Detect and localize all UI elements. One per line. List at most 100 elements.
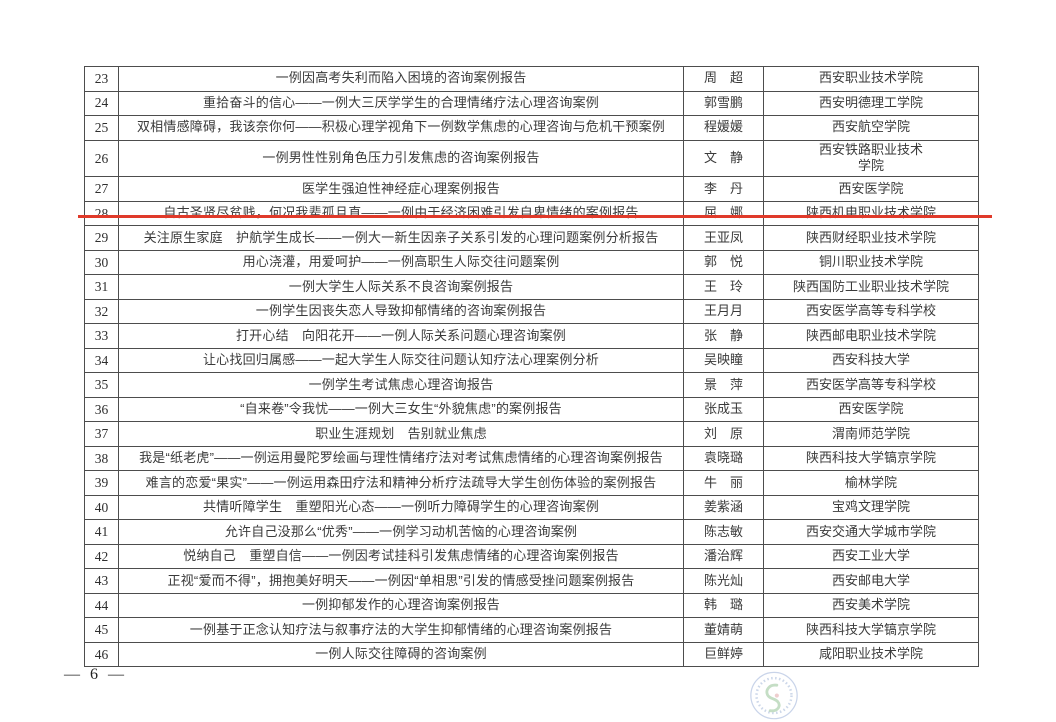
case-title: 一例抑郁发作的心理咨询案例报告 xyxy=(118,592,684,619)
case-title: 正视“爱而不得”，拥抱美好明天——一例因“单相思”引发的情感受挫问题案例报告 xyxy=(118,568,684,594)
author-name: 吴映瞳 xyxy=(683,347,764,374)
institution-name: 陕西财经职业技术学院 xyxy=(763,225,979,251)
author-name: 王 玲 xyxy=(683,274,764,300)
seal-text-ring xyxy=(755,676,793,715)
row-number: 32 xyxy=(84,298,119,325)
table-row: 35 一例学生考试焦虑心理咨询报告景 萍西安医学高等专科学校 xyxy=(84,372,979,398)
institution-name: 陕西国防工业职业技术学院 xyxy=(763,274,979,300)
page-number: — 6 — xyxy=(64,666,127,683)
institution-name: 西安医学院 xyxy=(763,176,979,202)
case-title: 关注原生家庭 护航学生成长——一例大一新生因亲子关系引发的心理问题案例分析报告 xyxy=(118,225,684,251)
table-row: 38 我是“纸老虎”——一例运用曼陀罗绘画与理性情绪疗法对考试焦虑情绪的心理咨询案… xyxy=(84,445,979,472)
case-title: 一例学生考试焦虑心理咨询报告 xyxy=(118,372,684,398)
table-row: 24 重拾奋斗的信心——一例大三厌学学生的合理情绪疗法心理咨询案例 郭雪鹏 西安明德理… xyxy=(84,90,979,116)
case-title: 用心浇灌，用爱呵护——一例高职生人际交往问题案例 xyxy=(118,249,684,276)
table-row: 28 自古圣贤尽贫贱，何况我辈孤且直——一例由于经济困难引发自卑情绪的案例报告屈 … xyxy=(84,200,979,227)
case-title: 一例大学生人际关系不良咨询案例报告 xyxy=(118,274,684,300)
institution-name: 西安明德理工学院 xyxy=(763,90,979,116)
case-title: 双相情感障碍，我该奈你何——积极心理学视角下一例数学焦虑的心理咨询与危机干预案例 xyxy=(118,115,684,141)
case-title: 职业生涯规划 告别就业焦虑 xyxy=(118,421,684,447)
institution-name: 西安邮电大学 xyxy=(763,568,979,594)
institution-name: 宝鸡文理学院 xyxy=(763,494,979,521)
institution-name: 榆林学院 xyxy=(763,470,979,496)
table-row: 44 一例抑郁发作的心理咨询案例报告韩 璐西安美术学院 xyxy=(84,592,979,619)
row-number: 39 xyxy=(84,470,119,496)
row-number: 35 xyxy=(84,372,119,398)
table-row: 46 一例人际交往障碍的咨询案例 巨鲜婷 咸阳职业技术学院 xyxy=(84,641,979,668)
row-number: 44 xyxy=(84,592,119,619)
institution-name: 西安铁路职业技术 学院 xyxy=(763,139,979,178)
row-number: 38 xyxy=(84,445,119,472)
case-title: 重拾奋斗的信心——一例大三厌学学生的合理情绪疗法心理咨询案例 xyxy=(118,90,684,116)
highlight-underline xyxy=(78,215,992,218)
table-row: 23 一例因高考失利而陷入困境的咨询案例报告周 超西安职业技术学院 xyxy=(84,66,979,92)
table-row: 32 一例学生因丧失恋人导致抑郁情绪的咨询案例报告 王月月 西安医学高等专科学校 xyxy=(84,298,979,325)
row-number: 42 xyxy=(84,543,119,570)
table-row: 31 一例大学生人际关系不良咨询案例报告王 玲陕西国防工业职业技术学院 xyxy=(84,274,979,300)
row-number: 40 xyxy=(84,494,119,521)
table-row: 39 难言的恋爱“果实”——一例运用森田疗法和精神分析疗法疏导大学生创伤体验的案例… xyxy=(84,470,979,496)
institution-name: 西安医学院 xyxy=(763,396,979,423)
author-name: 王月月 xyxy=(683,298,764,325)
table-row: 29 关注原生家庭 护航学生成长——一例大一新生因亲子关系引发的心理问题案例分析报… xyxy=(84,225,979,251)
author-name: 程媛媛 xyxy=(683,115,764,141)
institution-name: 西安医学高等专科学校 xyxy=(763,372,979,398)
institution-name: 西安航空学院 xyxy=(763,115,979,141)
institution-name: 陕西机电职业技术学院 xyxy=(763,200,979,227)
case-title: 自古圣贤尽贫贱，何况我辈孤且直——一例由于经济困难引发自卑情绪的案例报告 xyxy=(118,200,684,227)
row-number: 24 xyxy=(84,90,119,116)
table-row: 36 “自来卷”令我忧——一例大三女生“外貌焦虑”的案例报告 张成玉 西安医学院 xyxy=(84,396,979,423)
table-row: 25 双相情感障碍，我该奈你何——积极心理学视角下一例数学焦虑的心理咨询与危机干预… xyxy=(84,115,979,141)
author-name: 陈志敏 xyxy=(683,519,764,545)
author-name: 张成玉 xyxy=(683,396,764,423)
table-row: 41 允许自己没那么“优秀”——一例学习动机苦恼的心理咨询案例 陈志敏 西安交通大学城… xyxy=(84,519,979,545)
table-row: 40 共情听障学生 重塑阳光心态——一例听力障碍学生的心理咨询案例 姜紫涵 宝鸡文理学… xyxy=(84,494,979,521)
row-number: 43 xyxy=(84,568,119,594)
institution-name: 陕西邮电职业技术学院 xyxy=(763,323,979,349)
case-title: 打开心结 向阳花开——一例人际关系问题心理咨询案例 xyxy=(118,323,684,349)
case-title: 让心找回归属感——一起大学生人际交往问题认知疗法心理案例分析 xyxy=(118,347,684,374)
case-title: 一例基于正念认知疗法与叙事疗法的大学生抑郁情绪的心理咨询案例报告 xyxy=(118,617,684,643)
case-title: 共情听障学生 重塑阳光心态——一例听力障碍学生的心理咨询案例 xyxy=(118,494,684,521)
table-row: 27 医学生强迫性神经症心理案例报告李 丹西安医学院 xyxy=(84,176,979,202)
institution-name: 西安美术学院 xyxy=(763,592,979,619)
school-seal-watermark xyxy=(750,671,798,720)
case-title: “自来卷”令我忧——一例大三女生“外貌焦虑”的案例报告 xyxy=(118,396,684,423)
row-number: 41 xyxy=(84,519,119,545)
row-number: 34 xyxy=(84,347,119,374)
institution-name: 西安职业技术学院 xyxy=(763,66,979,92)
row-number: 33 xyxy=(84,323,119,349)
table-row: 43 正视“爱而不得”，拥抱美好明天——一例因“单相思”引发的情感受挫问题案例报告… xyxy=(84,568,979,594)
author-name: 韩 璐 xyxy=(683,592,764,619)
row-number: 28 xyxy=(84,200,119,227)
seal-emblem-dot xyxy=(774,693,779,698)
author-name: 袁晓璐 xyxy=(683,445,764,472)
row-number: 26 xyxy=(84,139,119,178)
institution-name: 铜川职业技术学院 xyxy=(763,249,979,276)
institution-name: 西安工业大学 xyxy=(763,543,979,570)
row-number: 23 xyxy=(84,66,119,92)
author-name: 姜紫涵 xyxy=(683,494,764,521)
institution-name: 陕西科技大学镐京学院 xyxy=(763,617,979,643)
author-name: 周 超 xyxy=(683,66,764,92)
case-title: 难言的恋爱“果实”——一例运用森田疗法和精神分析疗法疏导大学生创伤体验的案例报告 xyxy=(118,470,684,496)
author-name: 陈光灿 xyxy=(683,568,764,594)
institution-name: 西安交通大学城市学院 xyxy=(763,519,979,545)
author-name: 景 萍 xyxy=(683,372,764,398)
row-number: 36 xyxy=(84,396,119,423)
case-title: 一例学生因丧失恋人导致抑郁情绪的咨询案例报告 xyxy=(118,298,684,325)
author-name: 巨鲜婷 xyxy=(683,641,764,668)
author-name: 李 丹 xyxy=(683,176,764,202)
case-title: 医学生强迫性神经症心理案例报告 xyxy=(118,176,684,202)
author-name: 潘治辉 xyxy=(683,543,764,570)
table-row: 37 职业生涯规划 告别就业焦虑刘 原渭南师范学院 xyxy=(84,421,979,447)
table-body: 23 一例因高考失利而陷入困境的咨询案例报告周 超西安职业技术学院 24 重拾奋斗的信… xyxy=(84,66,979,668)
case-title: 一例因高考失利而陷入困境的咨询案例报告 xyxy=(118,66,684,92)
row-number: 27 xyxy=(84,176,119,202)
row-number: 37 xyxy=(84,421,119,447)
author-name: 刘 原 xyxy=(683,421,764,447)
table-row: 30 用心浇灌，用爱呵护——一例高职生人际交往问题案例郭 悦铜川职业技术学院 xyxy=(84,249,979,276)
row-number: 45 xyxy=(84,617,119,643)
case-title: 一例人际交往障碍的咨询案例 xyxy=(118,641,684,668)
table-row: 26 一例男性性别角色压力引发焦虑的咨询案例报告文 静西安铁路职业技术 学院 xyxy=(84,139,979,178)
